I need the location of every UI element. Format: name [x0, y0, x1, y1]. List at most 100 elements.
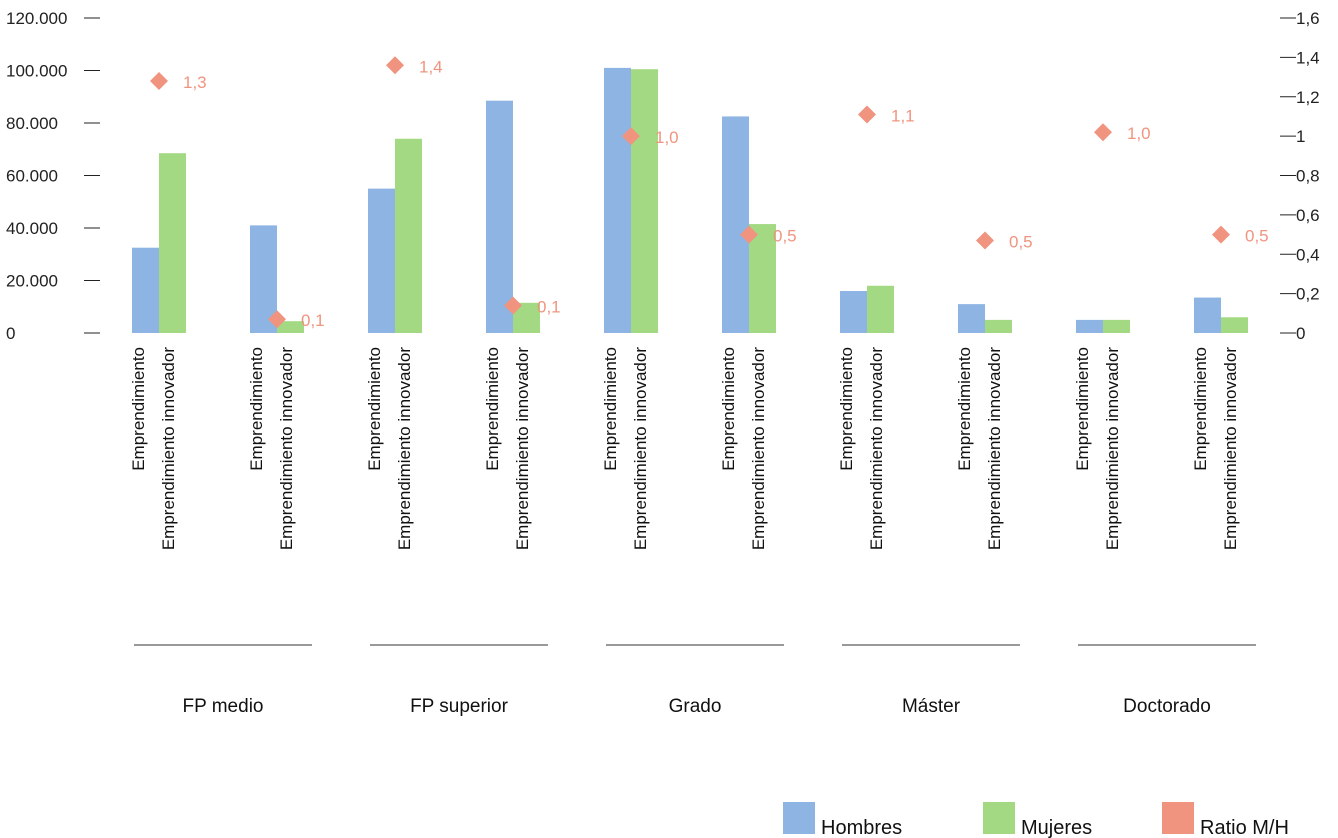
bar-mujeres: [985, 319, 1012, 333]
group-label: FP medio: [183, 696, 264, 717]
right-tick-label: 0,6: [1296, 206, 1320, 225]
bar-hombres: [722, 116, 749, 333]
category-label: Emprendimiento innovador: [395, 347, 414, 551]
left-tick-label: 20.000: [6, 272, 58, 291]
category-label: Emprendimiento: [601, 347, 620, 471]
right-tick-label: 0,8: [1296, 167, 1320, 186]
left-tick-label: 100.000: [6, 62, 67, 81]
category-label-pair: Emprendimiento Emprendimiento innovador: [483, 347, 532, 551]
category-label: Emprendimiento: [129, 347, 148, 471]
ratio-data-label: 1,3: [183, 73, 207, 92]
category-label: Emprendimiento: [837, 347, 856, 471]
bar-mujeres: [1221, 317, 1248, 333]
bar-hombres: [1076, 319, 1103, 333]
ratio-data-label: 0,1: [537, 297, 561, 316]
category-label: Emprendimiento: [955, 347, 974, 471]
legend[interactable]: Hombres Mujeres Ratio M/H: [783, 802, 1289, 838]
category-label: Emprendimiento: [247, 347, 266, 471]
legend-item[interactable]: Hombres: [783, 802, 902, 838]
left-tick-label: 120.000: [6, 9, 67, 28]
bar-mujeres: [631, 69, 658, 333]
bar-hombres: [1194, 297, 1221, 333]
category-label: Emprendimiento innovador: [631, 347, 650, 551]
legend-label: Ratio M/H: [1200, 817, 1289, 838]
category-label-pair: Emprendimiento Emprendimiento innovador: [955, 347, 1004, 551]
right-tick-label: 1,4: [1296, 48, 1320, 67]
ratio-data-label: 1,1: [891, 106, 915, 125]
bar-mujeres: [1103, 319, 1130, 333]
category-label-pair: Emprendimiento Emprendimiento innovador: [1073, 347, 1122, 551]
bar-hombres: [958, 304, 985, 333]
right-tick-label: 1: [1296, 127, 1305, 146]
bar-hombres: [132, 247, 159, 333]
right-tick-label: 0,4: [1296, 245, 1320, 264]
category-labels: Emprendimiento Emprendimiento innovador Em…: [129, 347, 1240, 551]
bar-hombres: [368, 188, 395, 333]
legend-label: Hombres: [821, 817, 902, 838]
category-label: Emprendimiento innovador: [1103, 347, 1122, 551]
category-label: Emprendimiento innovador: [277, 347, 296, 551]
ratio-data-label: 1,4: [419, 57, 443, 76]
bars: [132, 67, 1248, 333]
category-label: Emprendimiento innovador: [1221, 347, 1240, 551]
legend-swatch: [1162, 802, 1194, 834]
ratio-marker: [150, 72, 168, 90]
bar-mujeres: [867, 285, 894, 333]
group-label: Doctorado: [1123, 696, 1211, 717]
bar-hombres: [840, 291, 867, 333]
legend-item[interactable]: Mujeres: [983, 802, 1092, 838]
legend-item[interactable]: Ratio M/H: [1162, 802, 1289, 838]
category-label: Emprendimiento: [365, 347, 384, 471]
right-tick-label: 1,6: [1296, 9, 1320, 28]
ratio-points: 1,3 0,1 1,4 0,1 1,0 0,5 1,1 0,5 1,0 0,5: [150, 56, 1269, 330]
ratio-marker: [976, 231, 994, 250]
bar-mujeres: [277, 321, 304, 333]
ratio-data-label: 0,1: [301, 311, 325, 330]
category-label: Emprendimiento innovador: [749, 347, 768, 551]
bar-mujeres: [749, 224, 776, 333]
category-label: Emprendimiento: [719, 347, 738, 471]
category-label: Emprendimiento: [483, 347, 502, 471]
left-tick-label: 0: [6, 324, 15, 343]
group-label: Grado: [669, 696, 722, 717]
right-tick-label: 0: [1296, 324, 1305, 343]
ratio-marker: [386, 56, 404, 75]
category-label-pair: Emprendimiento Emprendimiento innovador: [129, 347, 178, 551]
category-label-pair: Emprendimiento Emprendimiento innovador: [837, 347, 886, 551]
ratio-marker: [1212, 225, 1230, 244]
ratio-marker: [740, 225, 758, 244]
left-tick-label: 40.000: [6, 219, 58, 238]
bar-hombres: [486, 100, 513, 333]
category-label: Emprendimiento: [1191, 347, 1210, 471]
right-tick-label: 0,2: [1296, 285, 1320, 304]
ratio-data-label: 0,5: [773, 227, 797, 246]
ratio-data-label: 0,5: [1245, 227, 1269, 246]
legend-swatch: [983, 802, 1015, 834]
category-label-pair: Emprendimiento Emprendimiento innovador: [719, 347, 768, 551]
ratio-data-label: 0,5: [1009, 232, 1033, 251]
category-label: Emprendimiento innovador: [513, 347, 532, 551]
category-label-pair: Emprendimiento Emprendimiento innovador: [247, 347, 296, 551]
legend-swatch: [783, 802, 815, 834]
category-label: Emprendimiento innovador: [867, 347, 886, 551]
category-label-pair: Emprendimiento Emprendimiento innovador: [1191, 347, 1240, 551]
legend-label: Mujeres: [1021, 817, 1092, 838]
group-labels: FP medio FP superior Grado Máster Doctorado: [134, 644, 1256, 717]
category-label: Emprendimiento innovador: [985, 347, 1004, 551]
category-label-pair: Emprendimiento Emprendimiento innovador: [601, 347, 650, 551]
ratio-marker: [504, 296, 522, 315]
bar-hombres: [604, 67, 631, 333]
left-tick-label: 80.000: [6, 114, 58, 133]
bar-mujeres: [395, 138, 422, 333]
category-label: Emprendimiento innovador: [159, 347, 178, 551]
ratio-data-label: 1,0: [1127, 124, 1151, 143]
group-label: FP superior: [410, 696, 509, 717]
ratio-marker: [1094, 123, 1112, 142]
bar-mujeres: [159, 153, 186, 333]
ratio-marker: [622, 127, 640, 146]
group-label: Máster: [902, 696, 961, 717]
ratio-marker: [858, 105, 876, 124]
category-label-pair: Emprendimiento Emprendimiento innovador: [365, 347, 414, 551]
ratio-data-label: 1,0: [655, 128, 679, 147]
